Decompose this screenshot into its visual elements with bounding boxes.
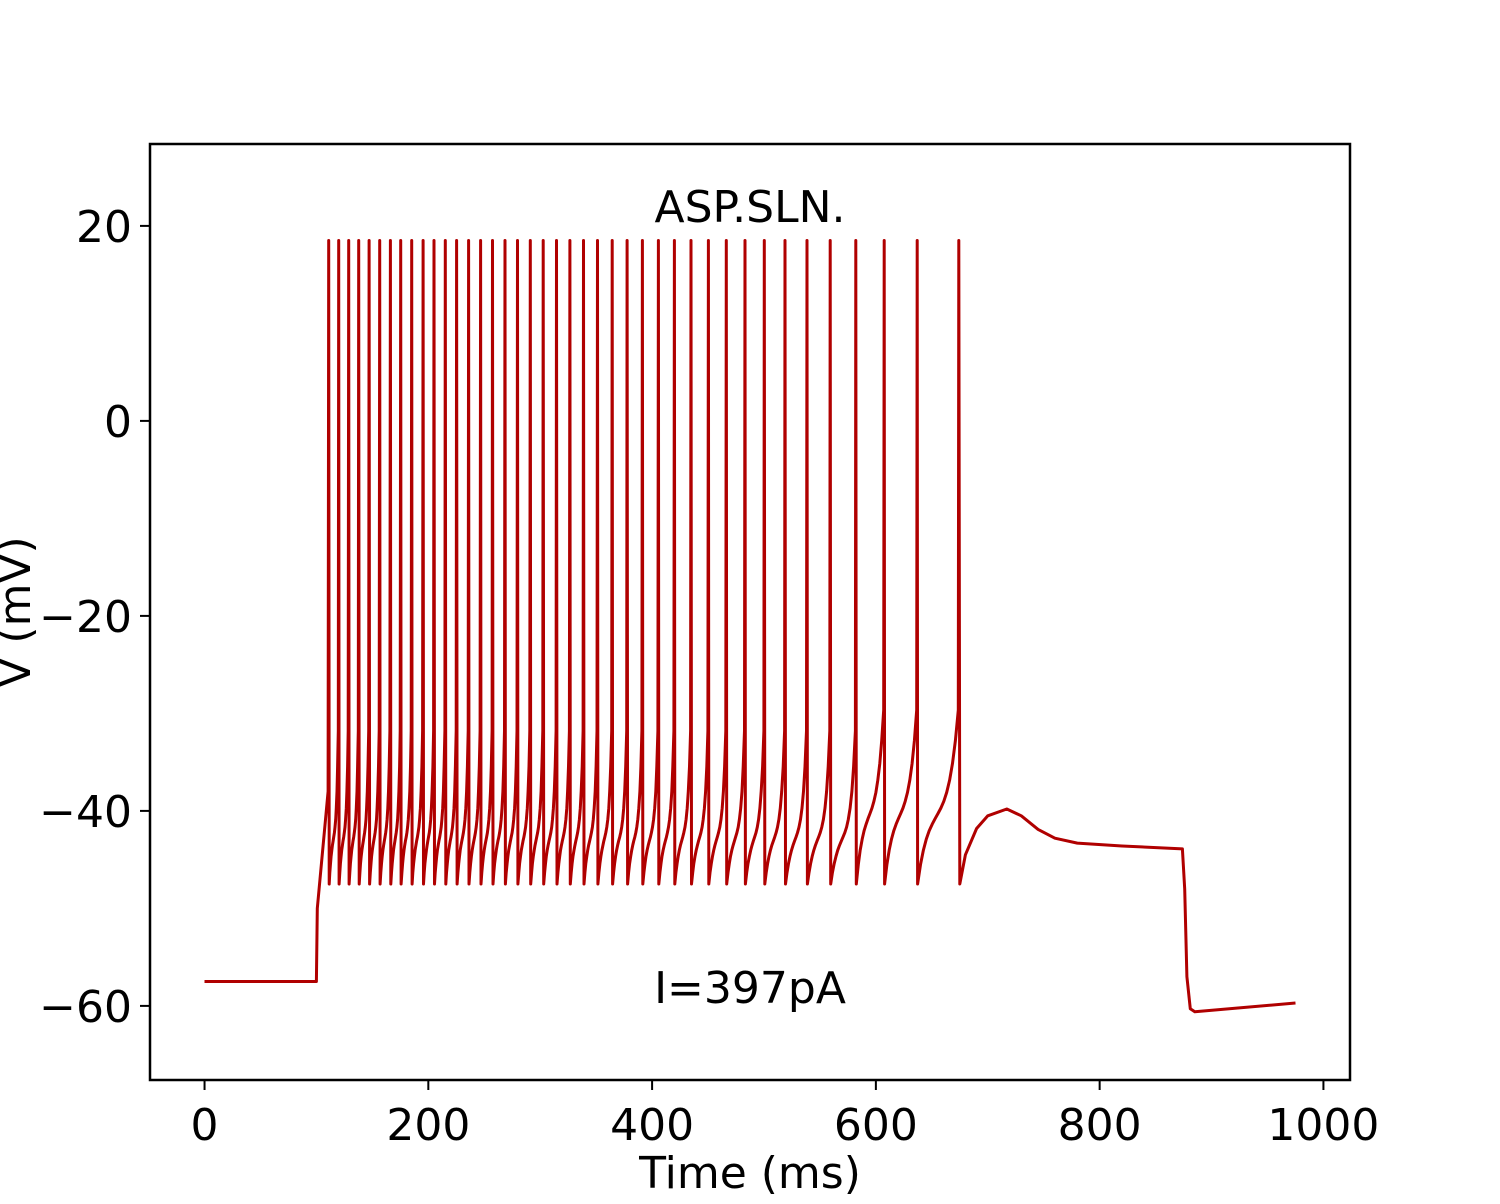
y-tick-label: −60: [39, 982, 132, 1033]
x-tick-label: 200: [386, 1100, 470, 1151]
x-tick-label: 400: [610, 1100, 694, 1151]
y-tick-label: 20: [76, 202, 132, 253]
x-tick-label: 800: [1058, 1100, 1142, 1151]
y-axis: 20 0 −20 −40 −60: [39, 202, 150, 1033]
y-tick-label: −20: [39, 592, 132, 643]
y-tick-label: 0: [104, 397, 132, 448]
x-axis-label: Time (ms): [638, 1148, 861, 1199]
chart-title: ASP.SLN.: [654, 182, 845, 233]
y-axis-label: V (mV): [0, 536, 41, 687]
current-annotation: I=397pA: [654, 963, 846, 1014]
y-tick-label: −40: [39, 787, 132, 838]
x-tick-label: 600: [834, 1100, 918, 1151]
voltage-trace-line: [204, 239, 1296, 1014]
x-tick-label: 0: [191, 1100, 219, 1151]
x-axis: 0 200 400 600 800 1000: [191, 1080, 1379, 1151]
x-tick-label: 1000: [1267, 1100, 1379, 1151]
